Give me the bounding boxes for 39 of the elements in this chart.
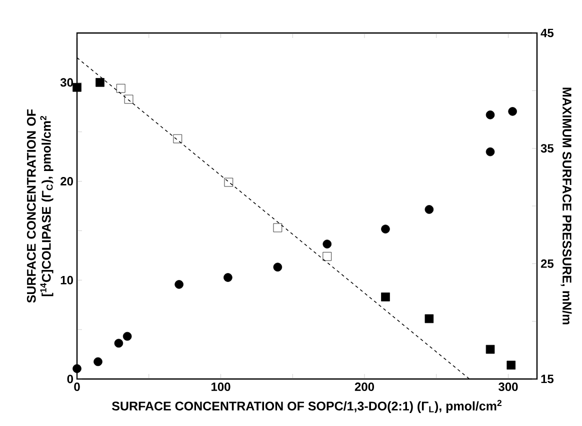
x-tick-label: 0 [74,382,80,392]
x-axis-title: SURFACE CONCENTRATION OF SOPC/1,3-DO(2:1) (Γ$_{L}$), pmol/cm$^{2}$ [112,400,502,413]
x-tick-label: 300 [498,382,518,392]
point [173,134,182,144]
point [116,84,126,93]
y2-axis-title: MAXIMUM SURFACE PRESSURE, mN/m [560,88,572,324]
point [273,262,282,272]
point [322,240,332,248]
point [174,280,184,289]
point [114,338,124,348]
y-tick-label: 30 [60,78,73,87]
point [506,360,516,370]
y2-tick-label: 15 [541,374,554,384]
point [381,292,390,302]
y2-tick-label: 45 [540,28,554,38]
point [486,344,495,354]
point [486,147,495,156]
point [224,178,234,187]
point [124,94,134,104]
y2-tick-label: 25 [540,259,554,268]
point [486,110,495,120]
point [424,314,434,324]
point [381,224,390,234]
point [96,78,104,87]
y-tick-label: 10 [60,276,73,284]
point [224,273,232,282]
point [424,205,434,214]
point [72,364,82,374]
point [94,357,102,366]
point [72,82,82,92]
y-tick-label: 0 [67,374,73,384]
x-tick-label: 200 [354,382,374,392]
point [273,223,282,232]
x-tick-label: 100 [211,382,230,392]
y2-tick-label: 35 [540,144,554,153]
y-tick-label: 20 [60,177,73,186]
point [322,252,332,261]
point [122,332,132,341]
point [508,107,517,116]
